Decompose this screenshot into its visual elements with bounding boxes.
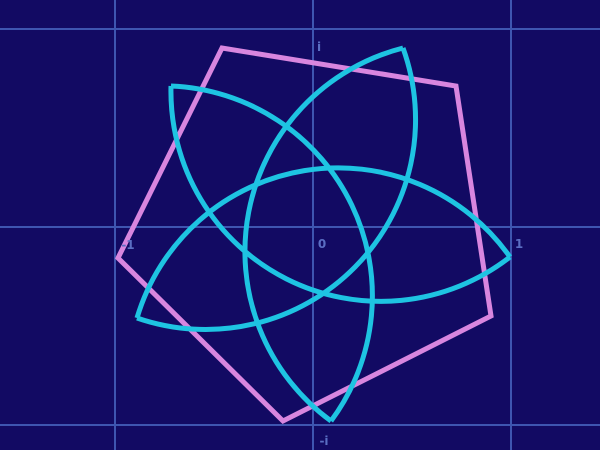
pentagram-arc-curve [134, 45, 513, 424]
curve-arc-3 [170, 83, 375, 423]
pentagon-outline [114, 45, 494, 425]
label-imaginary-positive: i [317, 40, 321, 54]
curve-arc-5 [168, 85, 512, 304]
curve-arc-1 [242, 45, 404, 424]
curve-arc-4 [136, 47, 419, 332]
label-real-positive: 1 [515, 237, 523, 251]
label-imaginary-negative: -i [319, 434, 328, 448]
axis-labels: i -1 0 1 -i [121, 40, 523, 448]
label-real-negative: -1 [121, 238, 134, 252]
curve-arc-2 [134, 165, 513, 319]
label-origin: 0 [318, 237, 326, 251]
